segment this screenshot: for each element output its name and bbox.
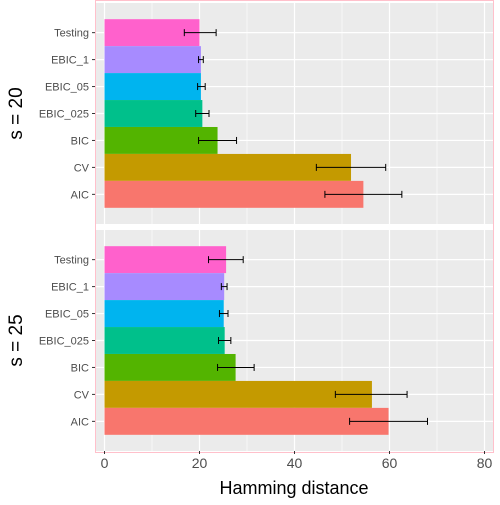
- x-tick-label: 80: [477, 455, 493, 471]
- x-axis-title: Hamming distance: [219, 478, 368, 498]
- bar-bic-panel-2: [104, 353, 236, 381]
- panels-layer: Testing EBIC_1 EBIC_05 EBIC_025 BIC CV AIC s = …: [6, 0, 494, 453]
- x-tick-label: 60: [382, 455, 398, 471]
- error-bar-ebic-025-panel-1: [195, 110, 210, 117]
- panel-label: s = 25: [6, 314, 27, 366]
- panel-1: Testing EBIC_1 EBIC_05 EBIC_025 BIC CV AIC s = …: [6, 3, 494, 224]
- y-tick-label: EBIC_025: [39, 336, 89, 348]
- bar-aic-panel-2: [104, 407, 389, 435]
- error-bar-ebic-05-panel-1: [197, 83, 206, 91]
- x-tick-label: 40: [287, 455, 303, 471]
- error-bar-testing-panel-2: [208, 256, 244, 264]
- bar-cv-panel-2: [104, 380, 372, 408]
- bar-ebic-025-panel-2: [104, 327, 225, 354]
- bar-testing-panel-1: [104, 19, 200, 47]
- bar-ebic-1-panel-2: [104, 273, 225, 301]
- error-bar-ebic-1-panel-2: [220, 283, 228, 291]
- error-bar-cv-panel-2: [334, 390, 408, 398]
- y-tick-label: BIC: [71, 135, 89, 147]
- y-tick-label: Testing: [54, 28, 89, 40]
- error-bar-testing-panel-1: [183, 29, 217, 37]
- bar-ebic-025-panel-1: [104, 100, 203, 127]
- error-bar-ebic-05-panel-2: [218, 310, 229, 318]
- bar-ebic-05-panel-2: [104, 300, 224, 328]
- bar-ebic-1-panel-1: [104, 46, 201, 74]
- panel-2: Testing EBIC_1 EBIC_05 EBIC_025 BIC CV AIC s = …: [6, 230, 494, 451]
- error-bar-ebic-1-panel-1: [198, 56, 204, 64]
- error-bar-bic-panel-1: [198, 136, 238, 144]
- y-tick-label: CV: [74, 389, 90, 401]
- error-bar-ebic-025-panel-2: [218, 337, 232, 344]
- y-tick-label: AIC: [71, 416, 89, 428]
- y-tick-label: BIC: [71, 362, 89, 374]
- bar-aic-panel-1: [104, 180, 364, 208]
- bar-testing-panel-2: [104, 246, 227, 274]
- y-tick-label: CV: [74, 162, 90, 174]
- y-tick-label: EBIC_05: [45, 82, 89, 94]
- x-tick-label: 0: [101, 455, 109, 471]
- y-tick-label: EBIC_05: [45, 309, 89, 321]
- bar-ebic-05-panel-1: [104, 73, 201, 101]
- y-tick-label: EBIC_1: [51, 55, 89, 67]
- error-bar-cv-panel-1: [315, 163, 387, 171]
- x-tick-label: 20: [192, 455, 208, 471]
- y-tick-label: AIC: [71, 189, 89, 201]
- x-axis: 0 20 40 60 80: [101, 451, 493, 471]
- bar-cv-panel-1: [104, 153, 352, 181]
- error-bar-bic-panel-2: [217, 363, 255, 371]
- y-tick-label: Testing: [54, 255, 89, 267]
- y-tick-label: EBIC_1: [51, 282, 89, 294]
- error-bar-aic-panel-1: [324, 190, 403, 198]
- y-tick-label: EBIC_025: [39, 109, 89, 121]
- error-bar-aic-panel-2: [349, 417, 428, 425]
- panel-label: s = 20: [6, 87, 27, 139]
